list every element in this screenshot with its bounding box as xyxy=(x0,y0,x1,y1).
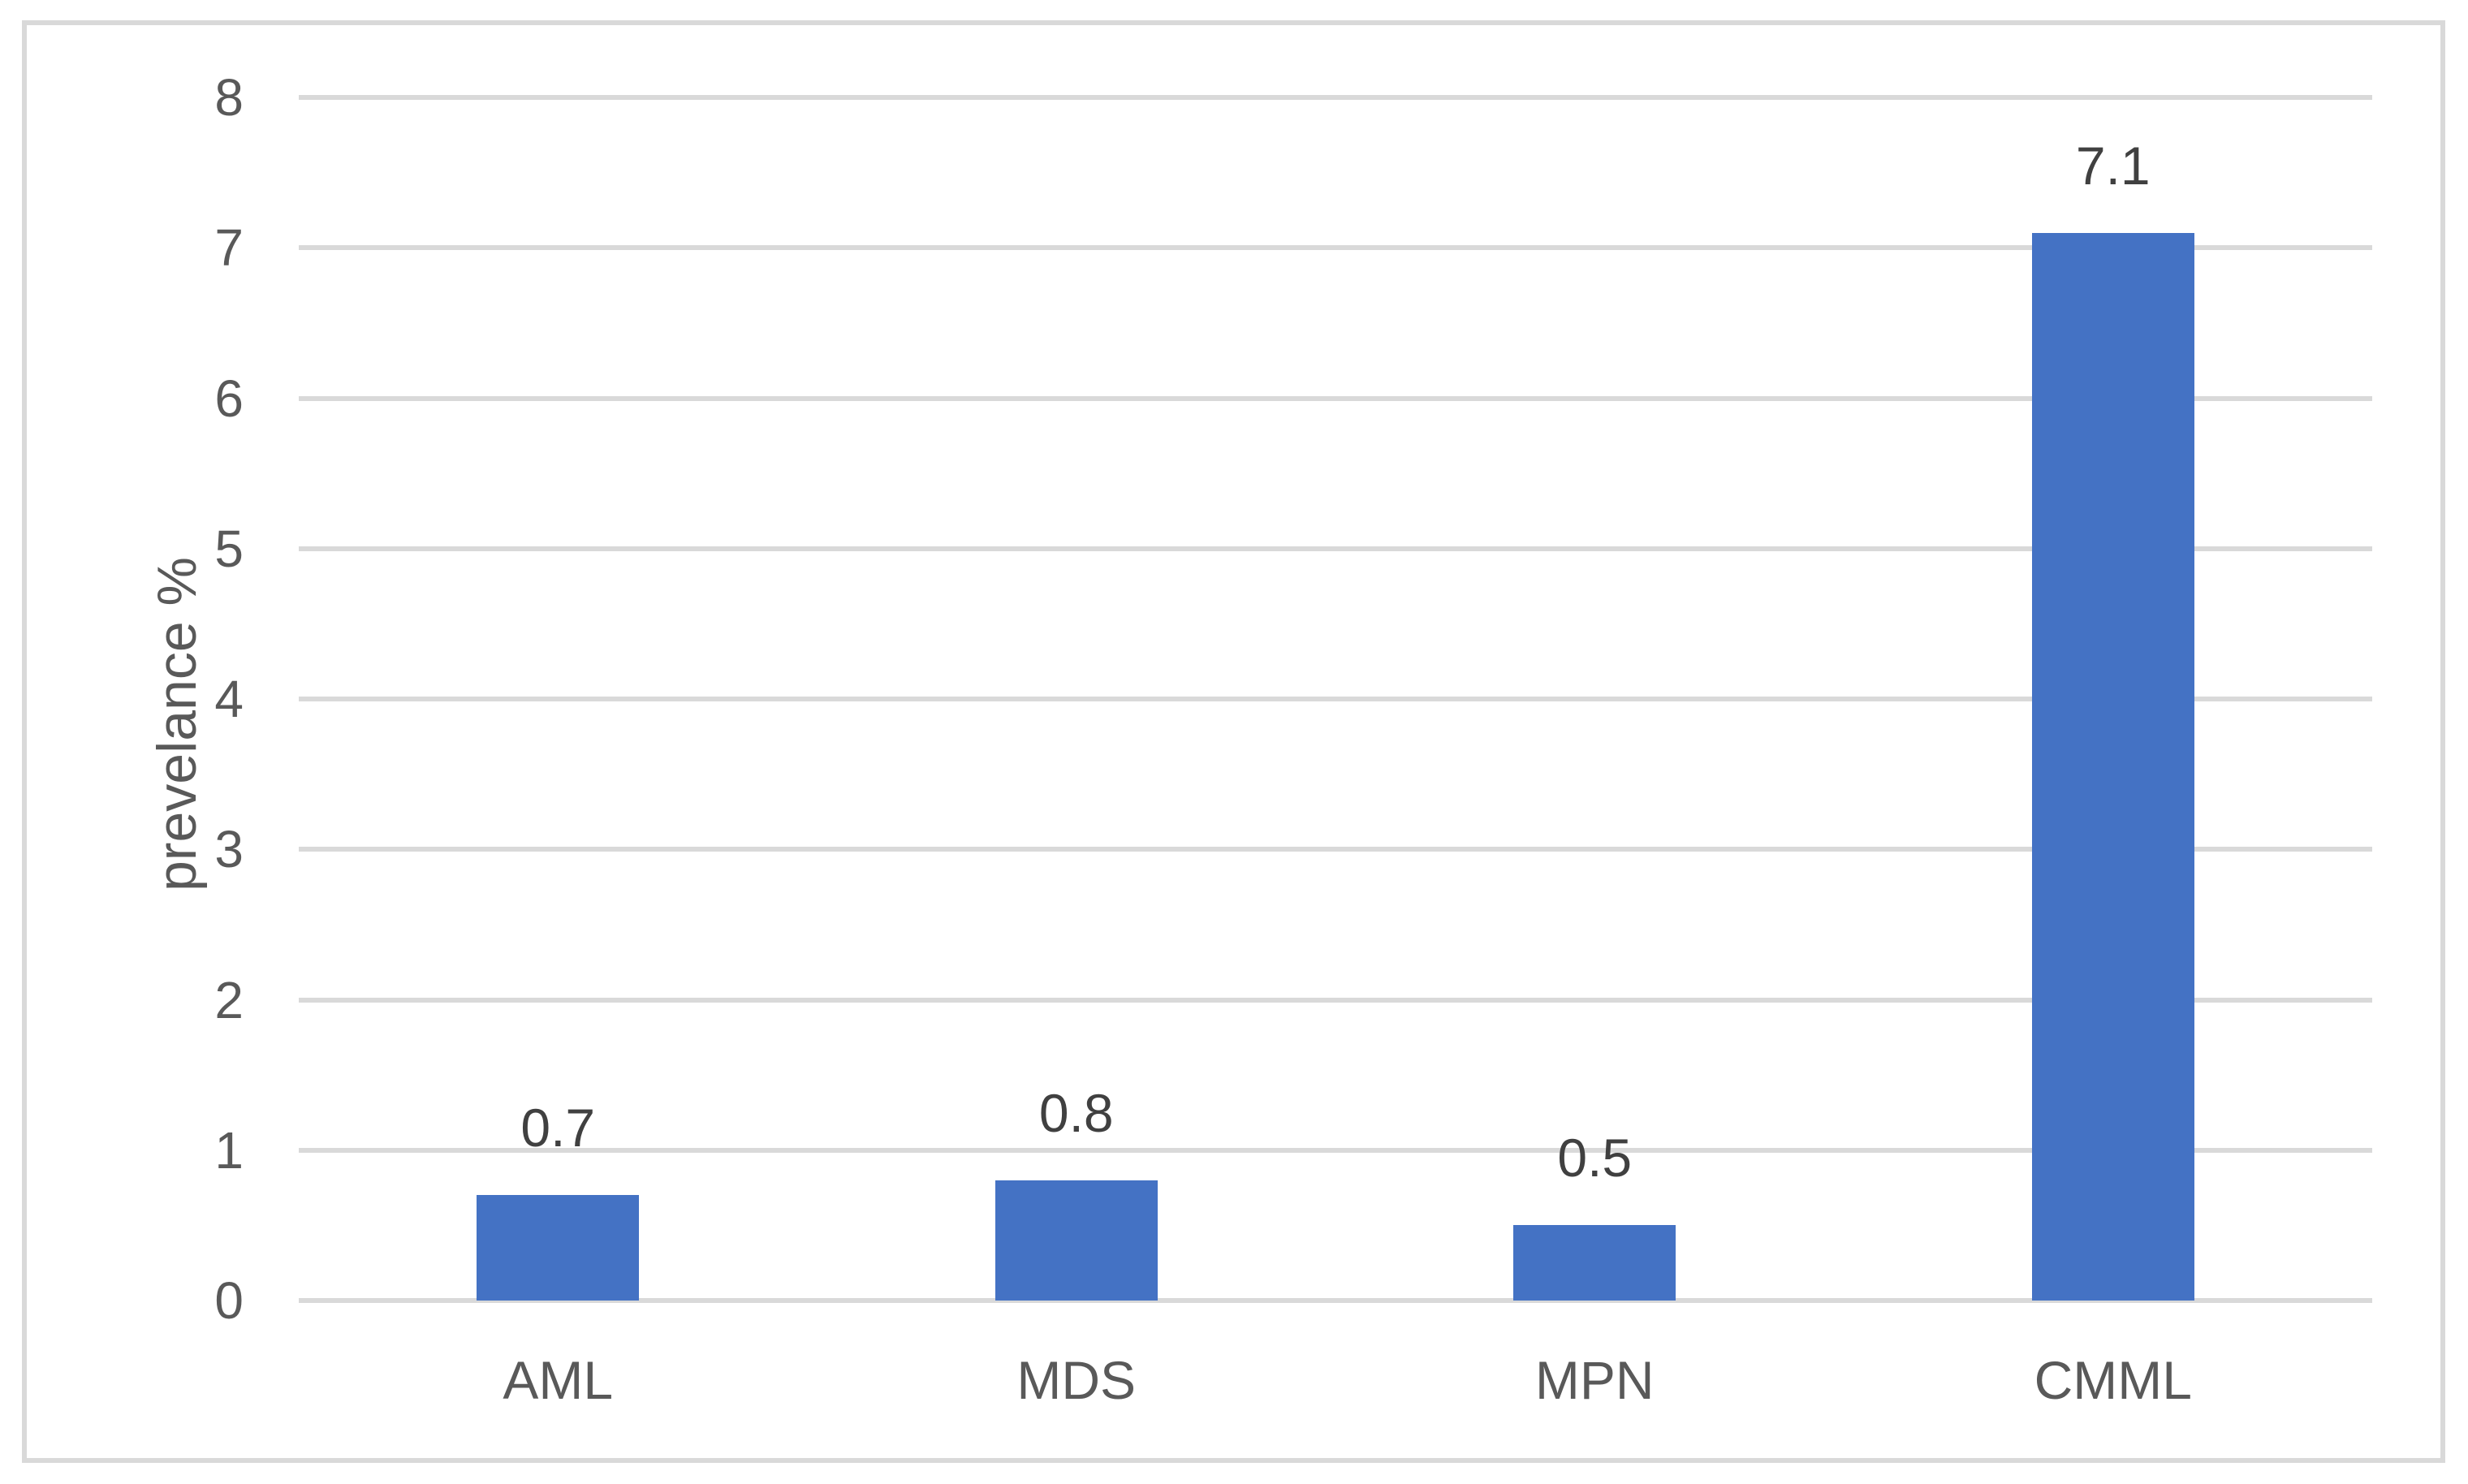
y-tick-label-8: 8 xyxy=(214,68,244,127)
gridline-y-2 xyxy=(299,997,2372,1003)
y-tick-label-5: 5 xyxy=(214,519,244,578)
gridline-y-3 xyxy=(299,847,2372,852)
bar-mpn xyxy=(1513,1225,1676,1301)
x-category-label-aml: AML xyxy=(503,1350,614,1410)
x-category-label-mpn: MPN xyxy=(1534,1350,1655,1410)
plot-area: 0.7 0.8 0.5 7.1 xyxy=(299,95,2372,1303)
data-label-mds: 0.8 xyxy=(1038,1082,1114,1143)
y-tick-label-1: 1 xyxy=(214,1120,244,1180)
data-label-cmml: 7.1 xyxy=(2075,135,2151,196)
y-tick-label-6: 6 xyxy=(214,369,244,428)
gridline-y-7 xyxy=(299,245,2372,251)
y-tick-label-7: 7 xyxy=(214,218,244,278)
y-tick-label-2: 2 xyxy=(214,970,244,1029)
gridline-y-0 xyxy=(299,1298,2372,1303)
gridline-y-6 xyxy=(299,395,2372,401)
bar-cmml xyxy=(2031,232,2194,1301)
y-tick-label-4: 4 xyxy=(214,670,244,728)
gridline-y-4 xyxy=(299,697,2372,701)
bar-aml xyxy=(477,1195,640,1301)
data-label-mpn: 0.5 xyxy=(1557,1128,1633,1188)
y-tick-label-0: 0 xyxy=(214,1271,244,1330)
x-category-label-cmml: CMML xyxy=(2034,1350,2192,1410)
gridline-y-8 xyxy=(299,95,2372,100)
x-category-label-mds: MDS xyxy=(1016,1350,1137,1410)
gridline-y-1 xyxy=(299,1147,2372,1153)
gridline-y-5 xyxy=(299,546,2372,551)
data-label-aml: 0.7 xyxy=(520,1098,596,1158)
y-tick-label-3: 3 xyxy=(214,820,244,879)
bar-mds xyxy=(995,1180,1158,1301)
